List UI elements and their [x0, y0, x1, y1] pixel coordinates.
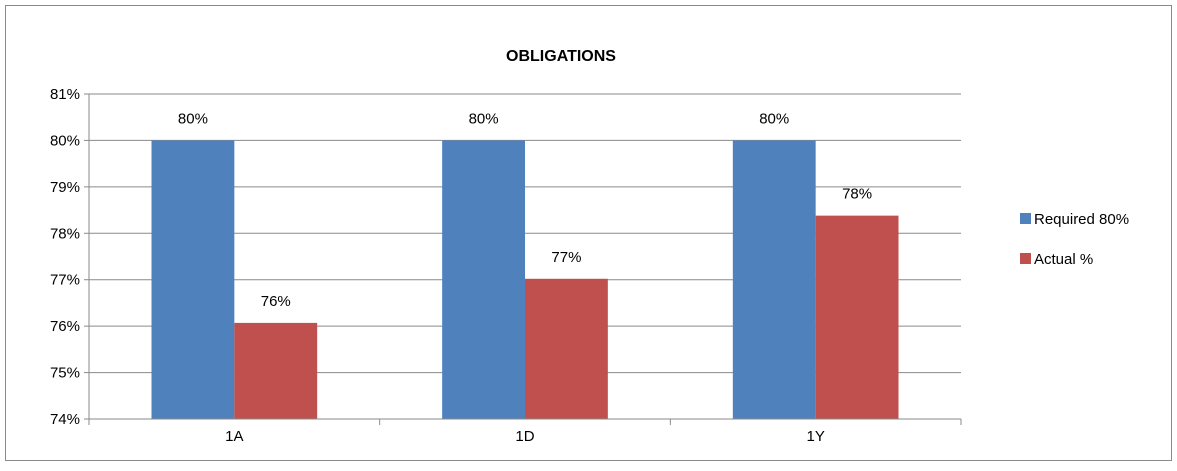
- legend-label: Actual %: [1034, 251, 1093, 268]
- data-label: 77%: [551, 249, 581, 266]
- chart-svg: OBLIGATIONS 81% 80% 79% 78% 77% 76% 75% 74% 80%…: [6, 6, 1173, 462]
- x-category-label: 1Y: [806, 428, 824, 445]
- y-tick-label: 80%: [50, 132, 80, 149]
- data-label: 80%: [759, 110, 789, 127]
- y-axis-tick-labels: 81% 80% 79% 78% 77% 76% 75% 74%: [50, 86, 80, 428]
- y-tick-label: 74%: [50, 411, 80, 428]
- bar-actual-1y: [816, 216, 899, 419]
- y-tick-label: 77%: [50, 272, 80, 289]
- data-label: 78%: [842, 186, 872, 203]
- legend-swatch: [1020, 213, 1031, 224]
- x-category-label: 1A: [225, 428, 243, 445]
- bar-actual-1a: [234, 323, 317, 419]
- y-tick-label: 78%: [50, 225, 80, 242]
- x-category-label: 1D: [515, 428, 534, 445]
- chart-title: OBLIGATIONS: [506, 48, 616, 65]
- bar-required-1y: [733, 140, 816, 419]
- y-tick-label: 76%: [50, 318, 80, 335]
- legend-swatch: [1020, 253, 1031, 264]
- y-tick-label: 79%: [50, 179, 80, 196]
- y-tick-label: 75%: [50, 365, 80, 382]
- bar-required-1d: [442, 140, 525, 419]
- bar-required-1a: [151, 140, 234, 419]
- legend: Required 80% Actual %: [1020, 211, 1129, 268]
- legend-label: Required 80%: [1034, 211, 1129, 228]
- bar-actual-1d: [525, 279, 608, 419]
- x-axis-category-labels: 1A 1D 1Y: [225, 428, 825, 445]
- y-tick-label: 81%: [50, 86, 80, 103]
- chart-frame: OBLIGATIONS 81% 80% 79% 78% 77% 76% 75% 74% 80%…: [5, 5, 1172, 461]
- data-label: 80%: [469, 110, 499, 127]
- data-label: 80%: [178, 110, 208, 127]
- data-label: 76%: [261, 293, 291, 310]
